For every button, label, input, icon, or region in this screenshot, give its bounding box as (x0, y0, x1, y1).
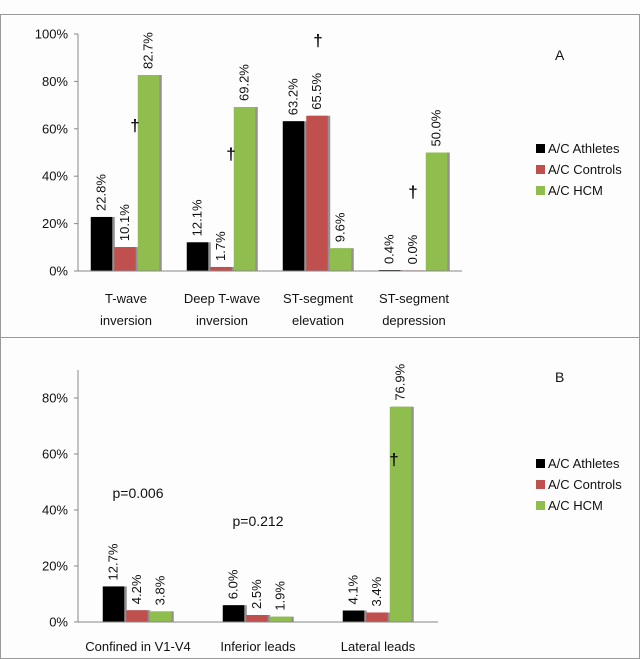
y-tick-label: 40% (42, 169, 68, 184)
data-label: 0.0% (405, 234, 420, 264)
legend-entry: A/C Controls (548, 477, 622, 492)
x-category-label: Deep T-wave (184, 291, 260, 306)
data-label: 12.7% (106, 543, 121, 580)
y-tick-label: 80% (42, 391, 68, 406)
y-tick-label: 100% (35, 27, 69, 42)
legend-entry: A/C Controls (548, 162, 622, 177)
y-tick-label: 0% (49, 615, 68, 630)
bar (210, 266, 232, 271)
y-tick-label: 20% (42, 559, 68, 574)
x-category-label: T-wave (105, 291, 147, 306)
bar (149, 611, 172, 622)
bar (90, 216, 113, 271)
x-category-label: ST-segment (379, 291, 449, 306)
legend-entry: A/C Athletes (548, 456, 620, 471)
data-label: 76.9% (393, 363, 408, 400)
y-tick-label: 40% (42, 503, 68, 518)
x-category-label: elevation (292, 313, 344, 328)
significance-dagger: † (408, 183, 417, 202)
bar (329, 248, 352, 271)
data-label: 6.0% (226, 569, 241, 599)
data-label: 69.2% (237, 64, 252, 101)
bar (137, 75, 160, 271)
data-label: 65.5% (309, 72, 324, 109)
bar (114, 247, 136, 271)
data-label: 4.1% (346, 574, 361, 604)
legend-entry: A/C HCM (548, 183, 603, 198)
p-value-annotation: p=0.212 (233, 513, 284, 529)
data-label: 3.8% (153, 575, 168, 605)
significance-dagger: † (389, 450, 398, 469)
bar (246, 615, 268, 622)
data-label: 50.0% (429, 109, 444, 146)
bar (186, 242, 209, 271)
y-tick-label: 60% (42, 447, 68, 462)
bar (222, 605, 245, 622)
bar (282, 121, 305, 271)
legend-swatch (536, 186, 545, 195)
bar (425, 152, 448, 271)
panel-label: B (555, 369, 564, 385)
data-label: 1.9% (273, 581, 288, 611)
y-tick-label: 0% (49, 264, 68, 279)
data-label: 0.4% (382, 234, 397, 264)
legend-swatch (536, 165, 545, 174)
legend-swatch (536, 501, 545, 510)
bar (102, 586, 125, 622)
x-category-label: inversion (196, 313, 248, 328)
legend-swatch (536, 144, 545, 153)
data-label: 1.7% (213, 231, 228, 261)
data-label: 10.1% (117, 204, 132, 241)
x-category-label: Confined in V1-V4 (85, 639, 191, 654)
significance-dagger: † (130, 116, 139, 135)
significance-dagger: † (226, 145, 235, 164)
data-label: 3.4% (369, 576, 384, 606)
x-category-label: inversion (100, 313, 152, 328)
panel-b-frame (0, 337, 640, 659)
data-label: 82.7% (141, 32, 156, 69)
legend-swatch (536, 480, 545, 489)
data-label: 12.1% (190, 199, 205, 236)
panel-label: A (555, 47, 565, 63)
y-tick-label: 20% (42, 216, 68, 231)
bar (342, 610, 365, 622)
data-label: 9.6% (333, 212, 348, 242)
bar (233, 106, 256, 271)
y-tick-label: 60% (42, 121, 68, 136)
p-value-annotation: p=0.006 (113, 485, 164, 501)
legend-entry: A/C HCM (548, 498, 603, 513)
data-label: 63.2% (286, 78, 301, 115)
significance-dagger: † (313, 31, 322, 50)
x-category-label: ST-segment (283, 291, 353, 306)
data-label: 2.5% (249, 579, 264, 609)
y-tick-label: 80% (42, 74, 68, 89)
legend-entry: A/C Athletes (548, 141, 620, 156)
data-label: 4.2% (129, 574, 144, 604)
data-label: 22.8% (94, 174, 109, 211)
bar (389, 406, 412, 622)
bar (366, 612, 388, 622)
bar (269, 616, 292, 622)
x-category-label: Lateral leads (341, 639, 416, 654)
x-category-label: Inferior leads (220, 639, 296, 654)
bar (126, 610, 148, 622)
bar (306, 115, 328, 271)
legend-swatch (536, 459, 545, 468)
x-category-label: depression (382, 313, 446, 328)
